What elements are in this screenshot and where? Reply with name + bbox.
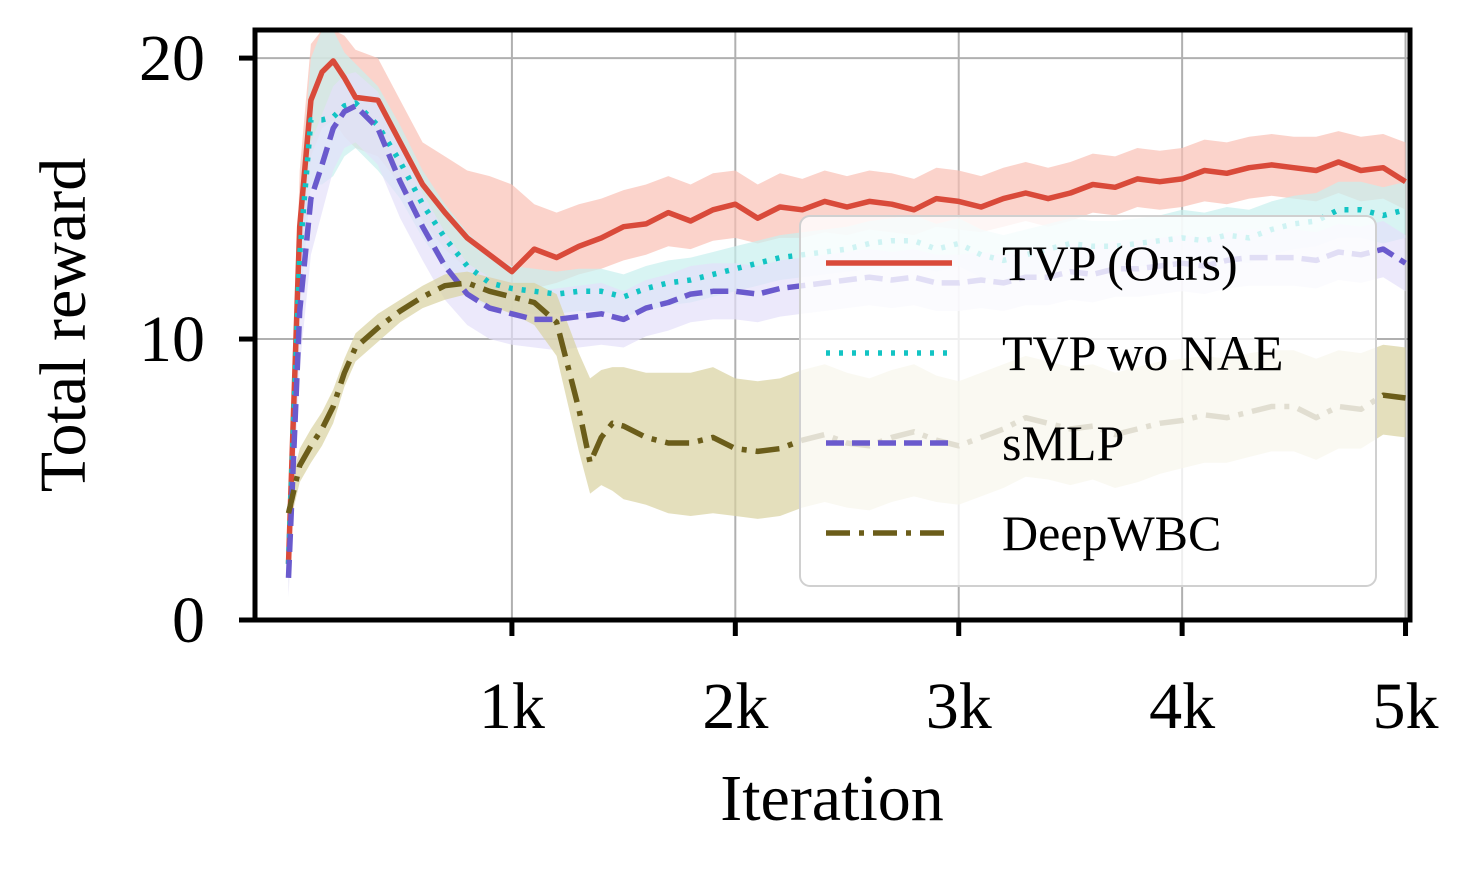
y-axis-title: Total reward (27, 158, 100, 492)
x-tick-label: 5k (1373, 670, 1439, 743)
x-tick-label: 3k (926, 670, 992, 743)
x-tick-label: 1k (479, 670, 545, 743)
legend-box (799, 215, 1377, 587)
x-tick-label: 2k (702, 670, 768, 743)
x-axis-title: Iteration (720, 762, 944, 835)
y-tick-label: 10 (139, 303, 205, 376)
legend-label: TVP (Ours) (1002, 235, 1238, 291)
y-tick-label: 20 (139, 22, 205, 95)
plot-frame (252, 27, 1413, 623)
line-tvp-ours (285, 58, 1407, 564)
band-smlp (288, 72, 1406, 598)
y-axis-ticks: 0 10 20 (139, 22, 255, 657)
line-deepwbc (285, 280, 1406, 514)
band-tvp-ours (288, 30, 1406, 592)
legend-label: DeepWBC (1002, 505, 1221, 561)
legend-label: sMLP (1002, 415, 1124, 471)
legend-label: TVP wo NAE (1002, 325, 1283, 381)
x-tick-label: 4k (1149, 670, 1215, 743)
y-tick-label: 0 (172, 584, 205, 657)
x-axis-ticks: 1k 2k 3k 4k 5k (479, 620, 1439, 743)
legend: TVP (Ours) TVP wo NAE sMLP DeepWBC (799, 215, 1377, 587)
